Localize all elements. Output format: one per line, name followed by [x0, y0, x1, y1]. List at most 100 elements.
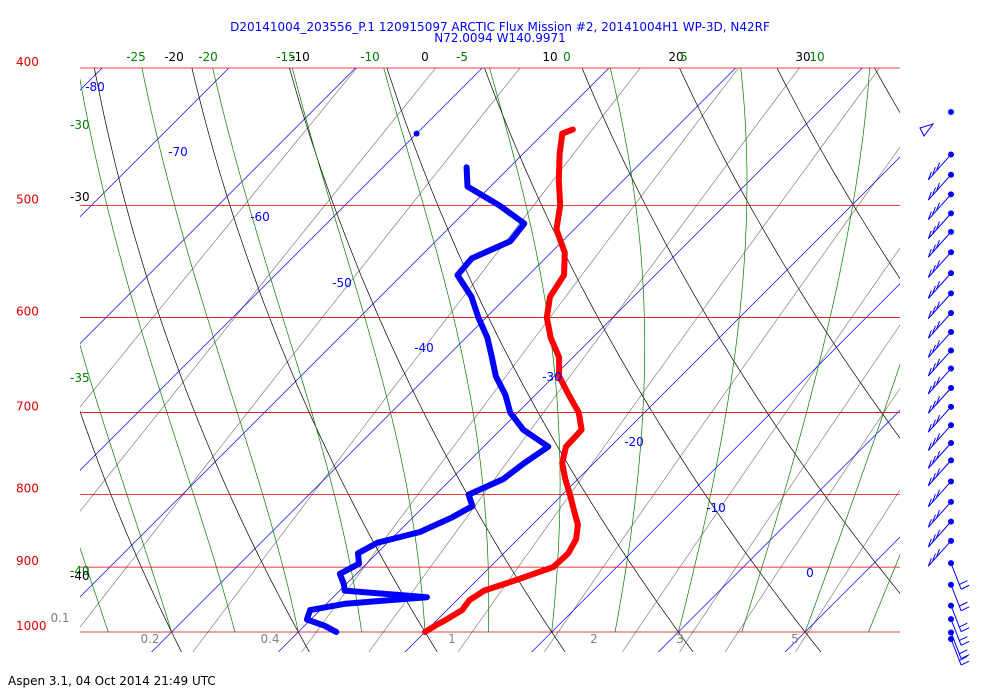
wind-barb-feather — [936, 221, 940, 230]
moist-adiabat-line — [741, 68, 871, 633]
dry-adiabat-line — [679, 68, 900, 439]
pressure-tick-label: 400 — [16, 55, 39, 69]
temperature-trace — [422, 126, 585, 635]
wind-barb-feather — [936, 489, 940, 498]
wind-barb-feather — [959, 655, 968, 661]
wind-barb-staff — [950, 584, 962, 612]
wind-barb-feather — [960, 654, 970, 660]
wind-barb-feather — [931, 472, 936, 482]
wind-barb-feather — [931, 381, 936, 390]
top-moist-adiabat-label: -5 — [456, 50, 468, 64]
mixing-ratio-line — [679, 324, 900, 652]
wind-barb-staff — [927, 154, 952, 181]
mixing-ratio-label: 0.4 — [260, 632, 279, 646]
wind-barb-feather — [936, 182, 940, 192]
wind-barb-feather — [936, 301, 940, 310]
isotherm-line — [657, 409, 900, 652]
wind-barb-feather — [959, 580, 968, 585]
wind-barb-feather — [936, 162, 940, 171]
mixing-ratio-line — [368, 68, 800, 652]
wind-barb-staff — [927, 331, 952, 358]
moist-adiabat-line — [678, 68, 748, 633]
wind-barb-staff — [927, 540, 952, 567]
wind-barb-feather — [931, 553, 936, 562]
wind-barb-feather — [931, 187, 936, 196]
mixing-ratio-label: 3 — [676, 632, 684, 646]
top-moist-adiabat-label: -15 — [276, 50, 296, 64]
wind-barb-staff — [927, 293, 952, 320]
moist-adiabat-line — [609, 68, 646, 633]
wind-barb-staff — [927, 312, 952, 339]
mixing-ratio-line — [543, 146, 900, 652]
moist-adiabat-line — [383, 68, 490, 632]
wind-barb-feather — [931, 534, 936, 543]
wind-barb-feather — [936, 340, 940, 349]
wind-barb-feather — [927, 269, 932, 278]
wind-barb-feather — [960, 660, 970, 666]
wind-barb-staff — [927, 368, 952, 395]
isotherm-label: -10 — [706, 501, 726, 515]
sounding-traces — [303, 126, 585, 635]
wind-barb-feather — [959, 601, 968, 607]
background-grid — [80, 68, 900, 652]
wind-barb-feather — [927, 442, 932, 451]
top-moist-adiabat-label: 0 — [563, 50, 571, 64]
moist-adiabat-line — [80, 547, 109, 633]
wind-barb-feather — [936, 433, 940, 442]
isotherm-label: -80 — [85, 80, 105, 94]
wind-barb-staff — [927, 501, 952, 528]
wind-barb-feather — [936, 451, 940, 460]
wind-barb-feather — [936, 468, 940, 477]
mixing-ratio-label: 1 — [448, 632, 456, 646]
wind-barb-feather — [936, 509, 940, 519]
wind-barb-staff — [927, 521, 952, 548]
wind-barb-feather — [927, 424, 932, 433]
wind-barb-feather — [927, 460, 932, 469]
wind-barb-feather — [927, 367, 932, 377]
wind-barb-staff — [950, 638, 962, 666]
wind-barb-feather — [936, 358, 940, 367]
left-dry-adiabat-label: -40 — [70, 569, 90, 583]
moist-adiabat-line — [80, 344, 172, 633]
left-moist-adiabat-label: -35 — [70, 371, 90, 385]
temperature-start-marker — [559, 130, 566, 137]
top-moist-adiabat-label: -20 — [198, 50, 218, 64]
mixing-ratio-label: 0.2 — [140, 632, 159, 646]
dry-adiabat-line — [289, 68, 566, 652]
top-dry-adiabat-label: 0 — [421, 50, 429, 64]
pressure-tick-label: 900 — [16, 554, 39, 568]
wind-barb-pennant — [919, 123, 935, 137]
wind-barb-feather — [931, 167, 936, 176]
top-moist-adiabat-label: 10 — [809, 50, 824, 64]
wind-barb-feather — [931, 494, 936, 503]
isotherm-line — [404, 156, 900, 652]
wind-barb-feather — [959, 622, 968, 628]
isotherm-line — [80, 68, 103, 91]
wind-barb-feather — [927, 249, 932, 258]
top-dry-adiabat-label: 10 — [542, 50, 557, 64]
wind-barb-feather — [959, 636, 968, 642]
moist-adiabat-line — [80, 78, 236, 633]
wind-barb-feather — [960, 584, 970, 590]
wind-barb-feather — [936, 376, 940, 385]
mixing-ratio-label: 0.1 — [50, 611, 69, 625]
top-moist-adiabat-label: -25 — [126, 50, 146, 64]
chart-title-line-2: N72.0094 W140.9971 — [434, 31, 566, 45]
isotherm-label: 0 — [806, 566, 814, 580]
mixing-ratio-line — [795, 489, 900, 652]
wind-barb-staff — [950, 562, 962, 590]
mixing-ratio-label: 5 — [791, 632, 799, 646]
wind-barb-staff — [927, 481, 952, 508]
dewpoint-trace — [303, 164, 552, 635]
pressure-tick-label: 600 — [16, 305, 39, 319]
mixing-ratio-line — [192, 68, 641, 652]
dewpoint-start-marker — [413, 130, 420, 137]
wind-barb-feather — [936, 239, 940, 249]
wind-barb-feather — [927, 405, 932, 414]
wind-barb-feather — [931, 514, 936, 523]
wind-barbs — [919, 109, 970, 666]
wind-barb-feather — [931, 285, 936, 295]
wind-barb-staff — [927, 387, 952, 414]
isotherm-label: -20 — [624, 435, 644, 449]
isotherm-label: -30 — [542, 370, 562, 384]
